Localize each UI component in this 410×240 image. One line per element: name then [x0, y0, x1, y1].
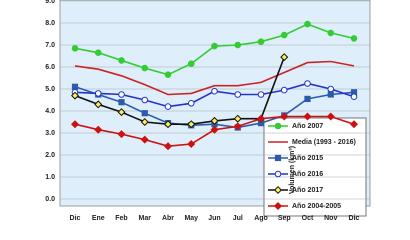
point	[304, 20, 311, 28]
point	[303, 112, 312, 121]
legend-box	[263, 117, 367, 217]
point	[327, 85, 335, 93]
point	[187, 60, 195, 68]
legend-label: Año 2016	[292, 171, 323, 178]
point	[233, 122, 242, 131]
point	[117, 108, 126, 117]
point	[141, 96, 149, 104]
series-line	[74, 60, 355, 96]
x-tick-label: Ene	[92, 215, 105, 222]
point	[118, 99, 125, 106]
x-tick-label: Oct	[302, 215, 314, 222]
x-tick-label: Dic	[349, 215, 360, 222]
point	[349, 120, 359, 129]
point	[274, 154, 282, 162]
point	[71, 83, 79, 90]
point	[274, 170, 282, 178]
point	[304, 80, 311, 87]
point	[187, 120, 196, 129]
y-tick-label: 1.0	[45, 174, 55, 181]
point	[234, 91, 242, 98]
y-axis-label: Volumen (km³)	[289, 146, 296, 194]
point	[280, 53, 289, 62]
point	[280, 31, 288, 39]
point	[327, 29, 335, 37]
point	[273, 201, 283, 211]
point	[164, 71, 172, 78]
legend-label: Año 2004-2005	[292, 203, 341, 210]
legend-label: Media (1993 - 2016)	[292, 139, 356, 146]
y-tick-label: 6.0	[45, 64, 55, 71]
point	[280, 86, 288, 94]
y-tick-label: 5.0	[45, 86, 55, 93]
point	[117, 130, 126, 139]
point	[118, 91, 125, 98]
y-tick-label: 4.0	[45, 108, 55, 115]
point	[273, 185, 283, 195]
point	[257, 91, 265, 98]
x-tick-label: Jun	[208, 215, 220, 222]
point	[187, 139, 196, 149]
point	[163, 142, 173, 151]
point	[304, 95, 311, 103]
legend-label: Año 2015	[292, 155, 323, 162]
point	[233, 114, 242, 123]
x-tick-label: Nov	[324, 215, 337, 222]
x-tick-label: Feb	[115, 215, 127, 222]
point	[141, 64, 149, 72]
x-tick-label: Jul	[233, 215, 243, 222]
chart: Volumen (km³) 0.0 1.0 2.0 3.0 4.0 5.0 6.0 7.0 8.…	[45, 0, 371, 222]
y-tick-label: 2.0	[45, 152, 55, 159]
point	[350, 93, 358, 100]
point	[210, 125, 219, 134]
y-tick-label: 0.0	[45, 196, 55, 203]
point	[163, 120, 173, 129]
point	[94, 90, 102, 97]
x-tick-label: Mar	[139, 215, 152, 222]
point	[71, 45, 79, 52]
point	[327, 91, 334, 98]
point	[274, 122, 282, 130]
point	[256, 114, 266, 123]
x-tick-label: Dic	[70, 215, 81, 222]
point	[70, 91, 80, 100]
legend-label: Año 2007	[292, 123, 323, 130]
y-tick-label: 3.0	[45, 130, 55, 137]
point	[70, 120, 80, 129]
point	[118, 57, 125, 64]
point	[164, 103, 172, 110]
point	[94, 125, 103, 134]
x-tick-label: Abr	[162, 215, 174, 222]
point	[94, 100, 103, 109]
x-tick-label: Sep	[278, 215, 291, 222]
point	[350, 35, 358, 42]
y-tick-label: 7.0	[45, 42, 55, 49]
y-tick-label: 9.0	[45, 0, 55, 5]
point	[280, 112, 289, 121]
x-tick-label: Ago	[254, 215, 268, 222]
point	[140, 117, 149, 127]
point	[94, 49, 102, 57]
point	[234, 41, 242, 49]
point	[140, 135, 149, 144]
point	[141, 110, 148, 117]
y-tick-label: 8.0	[45, 20, 55, 27]
series-line	[74, 56, 285, 125]
point	[211, 87, 218, 95]
legend-label: Año 2017	[292, 187, 323, 194]
point	[326, 112, 335, 121]
point	[257, 38, 265, 46]
point	[211, 42, 218, 50]
point	[187, 100, 195, 107]
point	[210, 116, 219, 125]
x-tick-label: May	[184, 215, 198, 222]
